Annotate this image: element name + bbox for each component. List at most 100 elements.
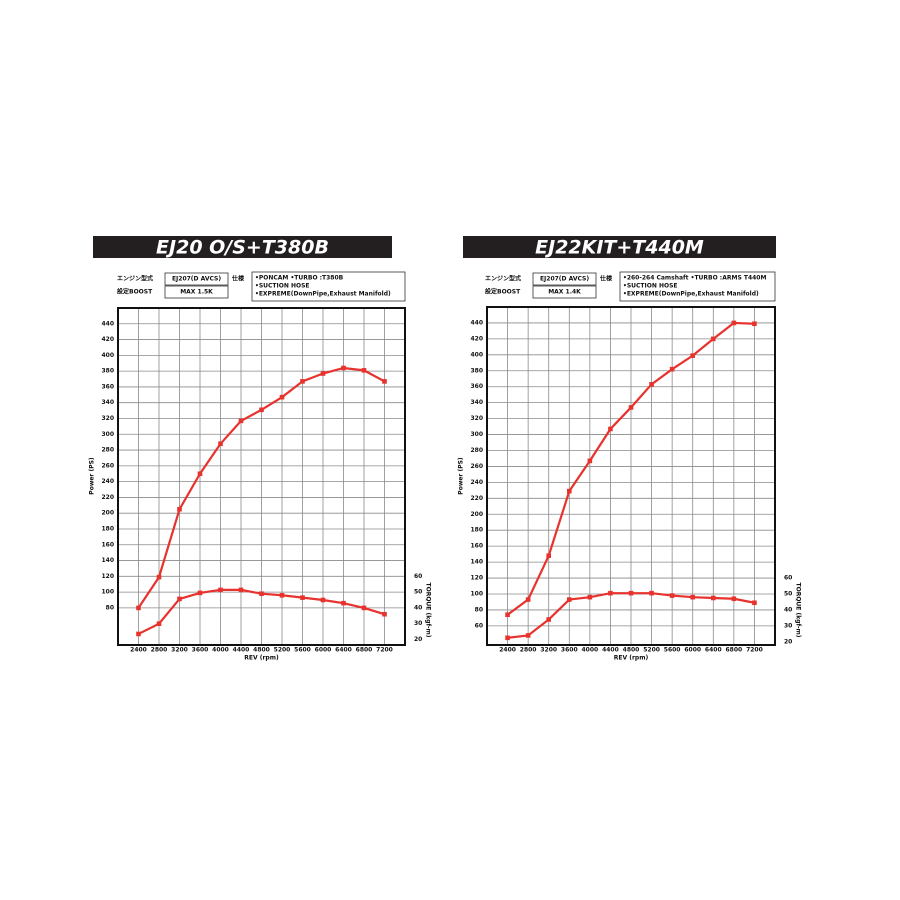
point	[546, 617, 552, 622]
x-axis-label: REV (rpm)	[614, 655, 649, 662]
x-tick-label: 5200	[643, 647, 660, 654]
x-tick-label: 5600	[294, 647, 311, 654]
y2-axis-label: TORQUE (kgf-m)	[795, 583, 802, 638]
y-tick-label: 80	[106, 604, 114, 611]
point	[752, 321, 757, 327]
y-tick-label: 320	[101, 415, 114, 422]
point	[546, 553, 552, 559]
info-value: EJ207(D AVCS)	[172, 276, 221, 283]
title-banner	[93, 236, 392, 258]
y-tick-label: 180	[470, 527, 483, 534]
y-axis-label: Power (PS)	[89, 457, 96, 495]
y-tick-label: 280	[101, 447, 114, 454]
info-value: MAX 1.5K	[180, 289, 213, 296]
point	[628, 590, 634, 596]
point	[197, 471, 203, 477]
point	[300, 379, 305, 384]
point	[710, 595, 716, 601]
y2-tick-label: 20	[784, 638, 792, 645]
y-tick-label: 200	[101, 510, 114, 517]
y2-tick-label: 40	[784, 606, 792, 613]
spec-line: •PONCAM •TURBO :T380B	[255, 275, 344, 282]
x-tick-label: 2800	[520, 647, 537, 654]
point	[218, 441, 223, 447]
x-tick-label: 6400	[705, 647, 722, 654]
info-box	[164, 285, 229, 299]
point	[752, 600, 757, 606]
y-tick-label: 100	[470, 590, 483, 597]
x-tick-label: 3200	[171, 647, 188, 654]
point	[669, 593, 675, 598]
point	[279, 394, 285, 400]
x-tick-label: 3200	[540, 647, 557, 654]
point	[259, 591, 264, 597]
spec-line: •SUCTION HOSE	[255, 283, 310, 290]
point	[525, 597, 531, 602]
x-tick-label: 6000	[315, 647, 332, 654]
point	[649, 382, 654, 387]
info-value: MAX 1.4K	[548, 289, 581, 296]
y-tick-label: 400	[101, 352, 114, 359]
point	[382, 379, 387, 384]
x-tick-label: 4000	[582, 647, 599, 654]
y-tick-label: 440	[101, 320, 114, 327]
point	[669, 366, 675, 372]
point	[608, 590, 613, 596]
point	[710, 336, 716, 342]
y2-tick-label: 30	[784, 622, 792, 629]
plot-frame	[486, 306, 776, 646]
point	[628, 405, 634, 410]
info-label: 仕様	[599, 275, 613, 283]
y-tick-label: 260	[101, 462, 114, 469]
y-tick-label: 440	[470, 319, 483, 326]
y-tick-label: 360	[470, 383, 483, 390]
spec-box	[251, 271, 406, 302]
y-tick-label: 260	[470, 463, 483, 470]
x-tick-label: 6000	[684, 647, 701, 654]
y-tick-label: 80	[475, 606, 483, 613]
x-tick-label: 6800	[356, 647, 373, 654]
info-label: エンジン型式	[485, 275, 521, 283]
y-axis-label: Power (PS)	[458, 457, 465, 495]
y-tick-label: 100	[101, 589, 114, 596]
y-tick-label: 240	[101, 478, 114, 485]
point	[690, 594, 696, 600]
plot-frame	[117, 307, 406, 646]
point	[259, 407, 264, 413]
point	[505, 635, 510, 641]
point	[300, 595, 305, 600]
spec-line: •260-264 Camshaft •TURBO :ARMS T440M	[623, 275, 766, 282]
y-tick-label: 140	[470, 559, 483, 566]
y-tick-label: 300	[470, 431, 483, 438]
y-tick-label: 60	[475, 622, 483, 629]
y2-tick-label: 30	[414, 620, 422, 627]
x-tick-label: 4400	[602, 647, 619, 654]
y2-tick-label: 60	[784, 575, 792, 582]
point	[156, 621, 162, 626]
y2-tick-label: 40	[414, 604, 422, 611]
y-tick-label: 180	[101, 525, 114, 532]
x-tick-label: 5600	[664, 647, 681, 654]
point	[320, 371, 326, 376]
point	[136, 631, 141, 637]
point	[587, 594, 593, 600]
info-label: エンジン型式	[117, 275, 153, 283]
point	[361, 605, 367, 611]
point	[341, 365, 346, 371]
y-tick-label: 280	[470, 447, 483, 454]
x-tick-label: 4800	[623, 647, 640, 654]
point	[731, 596, 737, 602]
spec-line: •SUCTION HOSE	[623, 283, 678, 290]
point	[525, 633, 531, 638]
y-tick-label: 380	[470, 367, 483, 374]
info-box	[532, 272, 597, 286]
info-box	[164, 272, 229, 286]
x-tick-label: 7200	[376, 647, 393, 654]
y2-tick-label: 50	[784, 590, 792, 597]
spec-line: •EXPREME(DownPipe,Exhaust Manifold)	[255, 291, 391, 298]
chart-title: EJ20 O/S+T380B	[156, 237, 329, 259]
point	[238, 418, 244, 424]
y2-axis-label: TORQUE (kgf-m)	[425, 583, 432, 638]
